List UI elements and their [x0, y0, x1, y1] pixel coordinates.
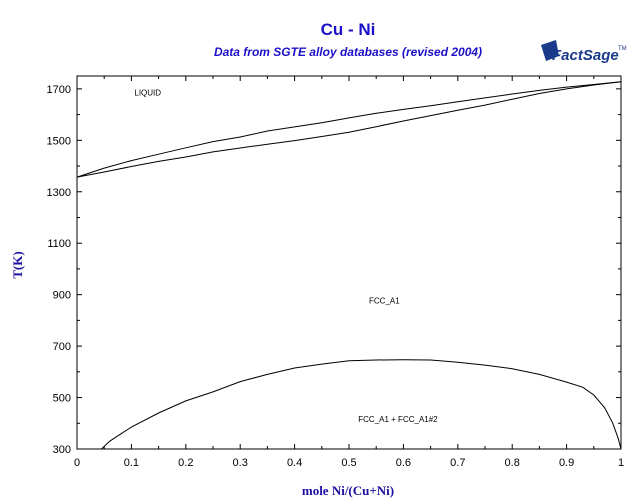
- phase-boundary-curve: [76, 81, 622, 178]
- x-tick-label: 0.6: [396, 457, 411, 469]
- x-tick-label: 0.7: [450, 457, 465, 469]
- x-tick-label: 0.1: [124, 457, 139, 469]
- region-label: LIQUID: [134, 88, 161, 97]
- x-tick-label: 0: [74, 457, 80, 469]
- chart-title: Cu - Ni: [321, 20, 376, 39]
- region-label: FCC_A1: [369, 297, 400, 306]
- y-tick-label: 500: [53, 393, 71, 405]
- y-tick-label: 1300: [47, 187, 71, 199]
- y-tick-label: 700: [53, 341, 71, 353]
- y-tick-label: 1700: [47, 84, 71, 96]
- y-tick-label: 300: [53, 444, 71, 456]
- y-axis: 300 500 700 900 1100 1300 1500 1700: [47, 84, 621, 456]
- phase-boundary-curve: [101, 359, 622, 450]
- x-tick-label: 0.3: [233, 457, 248, 469]
- logo-trademark: TM: [618, 46, 627, 52]
- phase-boundary-curve: [76, 81, 622, 178]
- phase-boundaries: [76, 81, 622, 450]
- x-tick-label: 0.2: [178, 457, 193, 469]
- x-tick-label: 0.9: [559, 457, 574, 469]
- x-tick-label: 0.4: [287, 457, 302, 469]
- region-labels: LIQUID FCC_A1 FCC_A1 + FCC_A1#2: [134, 88, 438, 424]
- logo-mark-icon: [541, 40, 559, 61]
- chart-subtitle: Data from SGTE alloy databases (revised …: [214, 45, 482, 59]
- region-label: FCC_A1 + FCC_A1#2: [358, 415, 438, 424]
- x-axis-label: mole Ni/(Cu+Ni): [302, 483, 394, 498]
- x-tick-label: 0.5: [341, 457, 356, 469]
- y-tick-label: 1100: [47, 238, 71, 250]
- y-tick-label: 900: [53, 290, 71, 302]
- factsage-logo: FactSage TM: [541, 40, 627, 64]
- y-axis-label: T(K): [10, 251, 25, 278]
- x-tick-label: 1: [618, 457, 624, 469]
- y-tick-label: 1500: [47, 135, 71, 147]
- x-axis: 0 0.1 0.2 0.3 0.4 0.5 0.6 0.7 0.8 0.9 1: [74, 76, 624, 469]
- x-tick-label: 0.8: [505, 457, 520, 469]
- logo-text: FactSage: [552, 47, 619, 64]
